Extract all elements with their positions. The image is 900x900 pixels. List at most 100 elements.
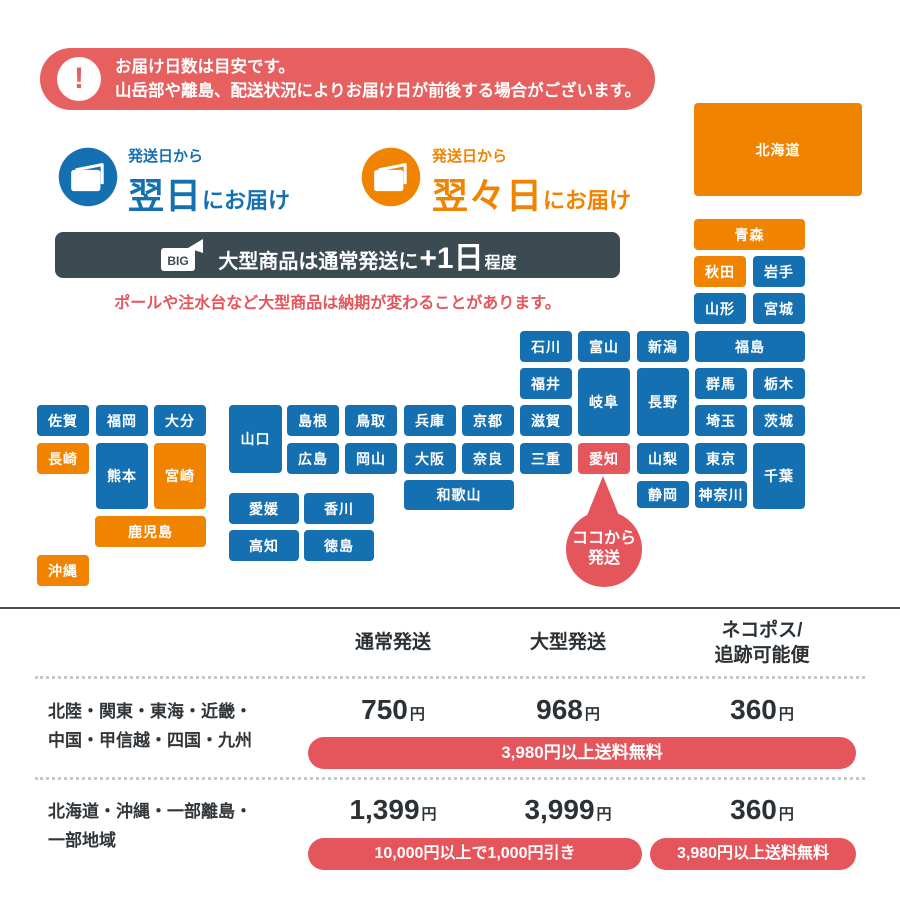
- prefecture-block-33: 三重: [520, 443, 572, 474]
- price-unit: 円: [778, 806, 794, 823]
- next-day-emphasis: 翌日: [128, 175, 203, 216]
- exclamation-icon: !: [57, 57, 101, 101]
- prefecture-block-27: 熊本: [96, 443, 148, 509]
- big-box-icon: BIG: [161, 239, 204, 271]
- prefecture-block-9: 福島: [695, 331, 805, 362]
- region-mainland-line1: 北陸・関東・東海・近畿・: [48, 702, 252, 721]
- prefecture-block-14: 栃木: [753, 368, 805, 399]
- big-banner-text-after: 程度: [484, 255, 517, 272]
- price-unit: 円: [596, 806, 612, 823]
- prefecture-block-32: 奈良: [462, 443, 514, 474]
- japan-map: 北海道 青森 秋田 岩手 山形 宮城 石川 富山 新潟 福島 福井 岐阜 長野 群馬 栃木 佐賀 福岡 大分 山口島…: [37, 103, 862, 586]
- origin-callout-line2: 発送: [587, 550, 620, 567]
- prefecture-block-42: 香川: [304, 493, 374, 524]
- prefecture-block-37: 千葉: [753, 443, 805, 509]
- prefecture-block-11: 岐阜: [578, 368, 630, 436]
- prefecture-block-1: 青森: [694, 219, 805, 250]
- delivery-notice-line2: 山岳部や離島、配送状況によりお届け日が前後する場合がございます。: [115, 82, 642, 100]
- price-mainland-normal: 750 円: [313, 694, 473, 726]
- second-day-prefix: 発送日から: [432, 148, 508, 165]
- price-amount: 968: [536, 694, 583, 725]
- prefecture-block-7: 富山: [578, 331, 630, 362]
- parcel-icon-blue: [58, 147, 118, 207]
- price-remote-large: 3,999 円: [488, 794, 648, 826]
- prefecture-block-26: 長崎: [37, 443, 89, 474]
- prefecture-block-23: 滋賀: [520, 405, 572, 436]
- prefecture-block-39: 静岡: [637, 481, 689, 508]
- prefecture-block-22: 京都: [462, 405, 514, 436]
- price-amount: 3,999: [524, 794, 595, 825]
- prefecture-block-24: 埼玉: [695, 405, 747, 436]
- price-unit: 円: [421, 806, 437, 823]
- prefecture-block-40: 神奈川: [695, 481, 747, 508]
- parcel-icon-orange: [361, 147, 421, 207]
- region-label-hokkaido-okinawa: 北海道・沖縄・一部離島・ 一部地域: [48, 797, 252, 855]
- next-day-suffix: にお届け: [202, 188, 291, 213]
- prefecture-block-44: 徳島: [304, 530, 374, 561]
- price-unit: 円: [584, 706, 600, 723]
- prefecture-block-0: 北海道: [694, 103, 862, 196]
- prefecture-block-17: 大分: [154, 405, 206, 436]
- prefecture-block-6: 石川: [520, 331, 572, 362]
- origin-callout-line1: ココから: [571, 530, 636, 547]
- region-remote-line1: 北海道・沖縄・一部離島・: [48, 802, 252, 821]
- prefecture-block-46: 沖縄: [37, 555, 89, 586]
- prefecture-block-29: 広島: [287, 443, 339, 474]
- row-divider-1: [35, 676, 865, 679]
- prefecture-block-41: 愛媛: [229, 493, 299, 524]
- prefecture-block-34: 愛知: [578, 443, 630, 474]
- prefecture-block-10: 福井: [520, 368, 572, 399]
- next-day-badge: 発送日から 翌日 にお届け: [128, 145, 290, 219]
- price-amount: 360: [730, 694, 777, 725]
- column-header-nekopos: ネコポス/ 追跡可能便: [677, 618, 847, 668]
- prefecture-block-35: 山梨: [637, 443, 689, 474]
- promo-pill-free-shipping-nekopos: 3,980円以上送料無料: [650, 838, 856, 870]
- region-mainland-line2: 中国・甲信越・四国・九州: [48, 731, 252, 750]
- region-remote-line2: 一部地域: [48, 831, 116, 850]
- large-item-note: ポールや注水台など大型商品は納期が変わることがあります。: [114, 295, 561, 312]
- prefecture-block-30: 岡山: [345, 443, 397, 474]
- column-header-nekopos-line2: 追跡可能便: [714, 645, 810, 666]
- prefecture-block-8: 新潟: [637, 331, 689, 362]
- second-day-badge: 発送日から 翌々日 にお届け: [432, 145, 631, 219]
- promo-pill-free-shipping: 3,980円以上送料無料: [308, 737, 856, 769]
- prefecture-block-15: 佐賀: [37, 405, 89, 436]
- svg-text:BIG: BIG: [168, 254, 189, 268]
- price-mainland-nekopos: 360 円: [677, 694, 847, 726]
- column-header-normal-shipping: 通常発送: [354, 632, 431, 653]
- prefecture-block-20: 鳥取: [345, 405, 397, 436]
- price-remote-nekopos: 360 円: [677, 794, 847, 826]
- price-amount: 360: [730, 794, 777, 825]
- prefecture-block-28: 宮崎: [154, 443, 206, 509]
- price-amount: 750: [361, 694, 408, 725]
- price-amount: 1,399: [349, 794, 420, 825]
- prefecture-block-12: 長野: [637, 368, 689, 436]
- big-banner-text-before: 大型商品は通常発送に: [218, 251, 419, 273]
- prefecture-block-3: 岩手: [753, 256, 805, 287]
- prefecture-block-38: 和歌山: [404, 480, 514, 510]
- price-unit: 円: [409, 706, 425, 723]
- region-label-mainland: 北陸・関東・東海・近畿・ 中国・甲信越・四国・九州: [48, 697, 252, 755]
- prefecture-block-2: 秋田: [694, 256, 746, 287]
- prefecture-block-5: 宮城: [753, 293, 805, 324]
- price-remote-normal: 1,399 円: [313, 794, 473, 826]
- row-divider-2: [35, 777, 865, 780]
- big-banner-emphasis: +1日: [419, 242, 484, 275]
- big-item-banner: BIG 大型商品は通常発送に +1日 程度: [55, 232, 620, 278]
- prefecture-block-45: 鹿児島: [95, 516, 206, 547]
- column-header-nekopos-line1: ネコポス/: [721, 620, 803, 641]
- prefecture-block-31: 大阪: [404, 443, 456, 474]
- second-day-emphasis: 翌々日: [432, 175, 544, 216]
- column-header-large-shipping: 大型発送: [529, 632, 606, 653]
- prefecture-block-43: 高知: [229, 530, 299, 561]
- prefecture-block-19: 島根: [287, 405, 339, 436]
- prefecture-block-18: 山口: [229, 405, 282, 473]
- prefecture-block-36: 東京: [695, 443, 747, 474]
- delivery-notice-line1: お届け日数は目安です。: [115, 58, 295, 76]
- prefecture-block-16: 福岡: [96, 405, 148, 436]
- delivery-notice-text: お届け日数は目安です。 山岳部や離島、配送状況によりお届け日が前後する場合がござ…: [115, 55, 641, 103]
- promo-pill-discount: 10,000円以上で1,000円引き: [308, 838, 642, 870]
- second-day-suffix: にお届け: [543, 188, 632, 213]
- prefecture-block-21: 兵庫: [404, 405, 456, 436]
